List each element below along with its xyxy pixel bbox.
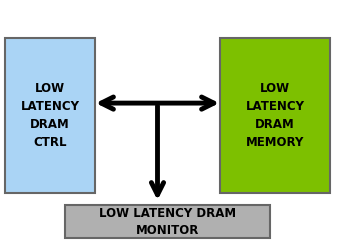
- Text: LOW
LATENCY
DRAM
CTRL: LOW LATENCY DRAM CTRL: [20, 82, 80, 149]
- Text: LOW LATENCY DRAM
MONITOR: LOW LATENCY DRAM MONITOR: [99, 207, 236, 236]
- FancyBboxPatch shape: [5, 38, 95, 193]
- Text: LOW
LATENCY
DRAM
MEMORY: LOW LATENCY DRAM MEMORY: [245, 82, 304, 149]
- FancyBboxPatch shape: [65, 205, 270, 238]
- FancyBboxPatch shape: [220, 38, 330, 193]
